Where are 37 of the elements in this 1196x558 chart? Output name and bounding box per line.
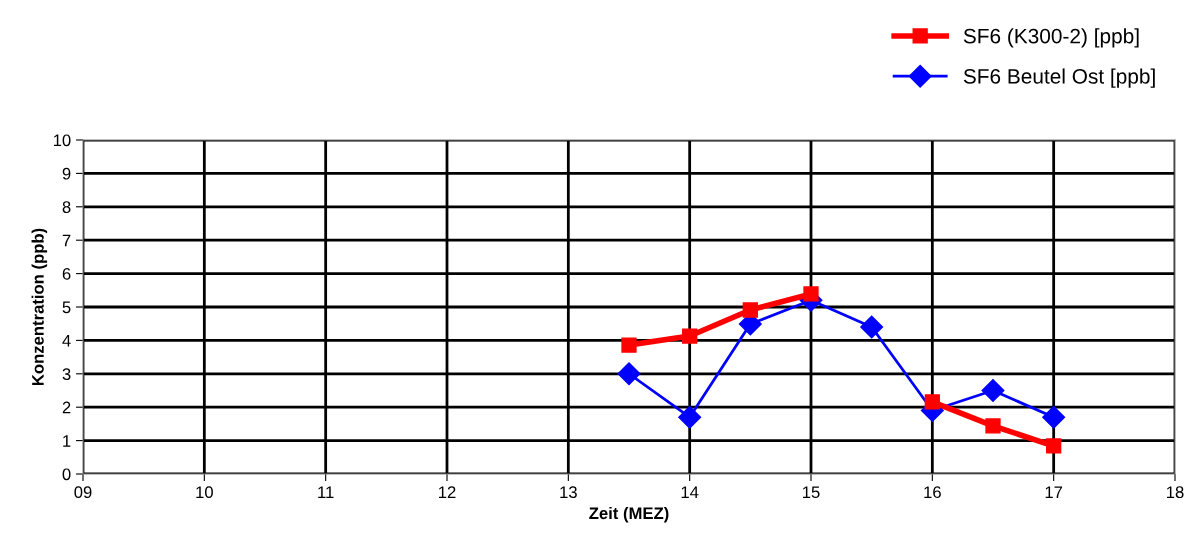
point: [1042, 405, 1066, 429]
point: [621, 337, 637, 353]
x-tick-label: 11: [318, 486, 334, 498]
y-tick-label: 2: [62, 401, 71, 414]
point: [985, 418, 1001, 434]
legend-label: SF6 Beutel Ost [ppb]: [963, 68, 1155, 88]
x-tick-label: 17: [1045, 486, 1063, 498]
legend-label: SF6 (K300-2) [ppb]: [963, 28, 1139, 48]
point: [682, 328, 698, 344]
y-tick-label: 6: [62, 268, 71, 280]
y-tick-label: 1: [63, 435, 71, 447]
y-tick-label: 8: [62, 201, 71, 213]
point: [617, 362, 641, 386]
point: [1046, 438, 1062, 454]
y-tick-label: 7: [62, 234, 71, 247]
y-tick-label: 3: [62, 368, 71, 380]
x-tick-label: 18: [1167, 486, 1184, 499]
point: [924, 394, 940, 410]
x-tick-label: 10: [196, 486, 213, 499]
point: [803, 286, 819, 302]
x-tick-label: 15: [803, 486, 820, 499]
x-tick-label: 09: [74, 486, 92, 499]
x-tick-label: 12: [439, 486, 456, 498]
x-tick-label: 13: [560, 486, 577, 499]
x-tick-label: 14: [681, 486, 699, 498]
y-tick-label: 9: [62, 167, 71, 180]
x-axis-title: Zeit (MEZ): [589, 506, 669, 523]
point: [981, 379, 1005, 402]
y-axis-title: Konzentration (ppb): [31, 228, 48, 386]
point: [860, 315, 884, 339]
y-tick-label: 5: [62, 301, 71, 314]
y-tick-label: 10: [53, 134, 71, 147]
point: [742, 302, 758, 318]
y-tick-label: 4: [62, 334, 71, 347]
x-tick-label: 16: [924, 486, 941, 499]
y-tick-label: 0: [62, 468, 71, 481]
point: [678, 405, 702, 429]
